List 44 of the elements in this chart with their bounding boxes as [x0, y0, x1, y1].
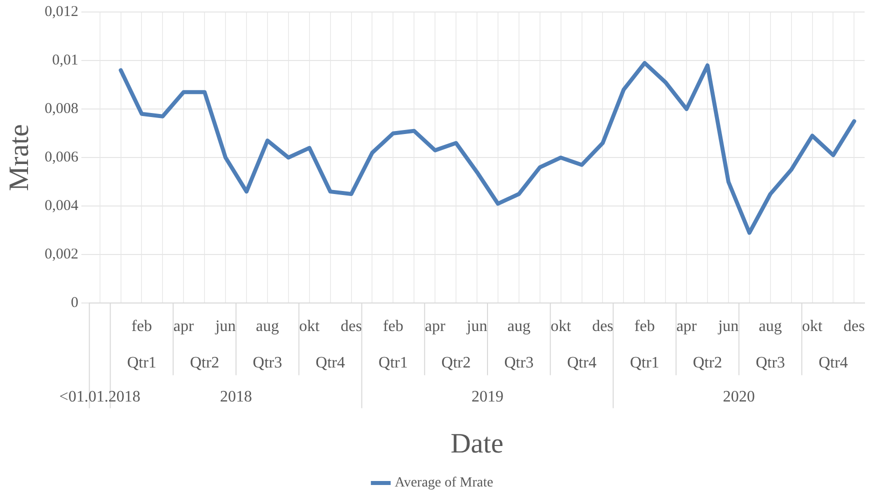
x-axis-title: Date [450, 428, 504, 460]
x-tick-label: feb [382, 318, 404, 336]
x-tick-label: jun [717, 318, 739, 336]
y-tick-label: 0 [70, 295, 78, 312]
x-tick-label: aug [758, 318, 782, 336]
text: Qtr1 [127, 354, 156, 372]
y-tick-label: 0,006 [44, 150, 79, 166]
x-tick-label: des [340, 318, 362, 336]
legend-label: Average of Mrate [394, 476, 494, 491]
x-tick-label: apr [424, 318, 446, 336]
text: Qtr3 [252, 354, 282, 372]
y-tick-label: 0,002 [44, 246, 78, 263]
y-tick-label: 0,008 [44, 101, 78, 118]
x-tick-label: apr [173, 318, 195, 336]
x-tick-label: jun [466, 318, 488, 336]
x-tick-label: aug [507, 318, 530, 336]
x-tick-label: des [844, 318, 865, 336]
y-tick-label: 0,01 [52, 52, 78, 68]
x-tick-label: jun [214, 318, 236, 336]
y-tick-label: 0,004 [44, 198, 79, 214]
x-tick-label: okt [550, 318, 572, 336]
x-tick-label: okt [299, 318, 320, 336]
text: 2020 [722, 388, 755, 406]
text: Qtr2 [190, 354, 220, 372]
text: 2018 [220, 388, 252, 406]
x-tick-label: apr [676, 318, 698, 336]
x-tick-label: okt [802, 318, 824, 336]
text: Qtr2 [692, 354, 722, 372]
y-axis-title: Mrate [4, 124, 36, 192]
text: Qtr1 [630, 354, 660, 372]
text: 2019 [471, 388, 504, 406]
x-tick-label: feb [634, 318, 655, 336]
x-tick-label: des [592, 318, 614, 336]
text: Qtr3 [756, 354, 786, 372]
x-tick-label: feb [132, 318, 152, 336]
y-tick-label: 0,012 [44, 4, 78, 20]
text: Qtr4 [567, 354, 596, 372]
text: <01.01.2018 [59, 388, 140, 406]
text: Qtr4 [316, 354, 345, 372]
text: Qtr2 [441, 354, 471, 372]
text: Qtr1 [378, 354, 408, 372]
text: Qtr3 [504, 354, 534, 372]
text: Qtr4 [818, 354, 848, 372]
x-tick-label: aug [256, 318, 280, 336]
